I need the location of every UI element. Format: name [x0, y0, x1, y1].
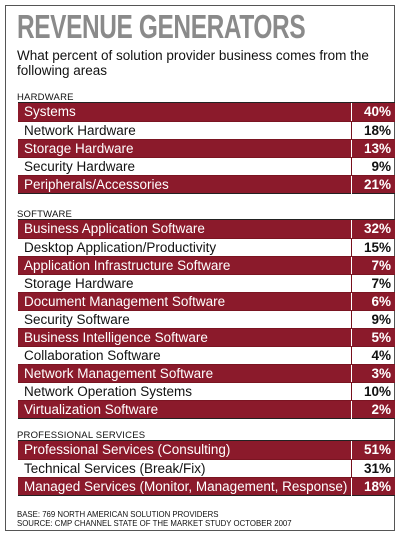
- row-label: Desktop Application/Productivity: [24, 240, 217, 255]
- table-row: Professional Services (Consulting) 51%: [18, 441, 395, 459]
- table-row: Virtualization Software 2%: [18, 400, 395, 419]
- section-label-hardware: HARDWARE: [17, 92, 74, 103]
- row-value: 9%: [351, 311, 395, 329]
- section-label-professional-services: PROFESSIONAL SERVICES: [17, 430, 146, 441]
- row-label: Peripherals/Accessories: [24, 177, 169, 192]
- row-value: 2%: [351, 401, 395, 419]
- table-software: Business Application Software 32% Desktop …: [18, 219, 395, 419]
- table-row: Network Hardware 18%: [18, 121, 395, 140]
- table-row: Systems 40%: [18, 103, 395, 121]
- footnote-source: SOURCE: CMP CHANNEL STATE OF THE MARKET …: [17, 518, 292, 528]
- row-label: Technical Services (Break/Fix): [24, 461, 206, 476]
- row-label: Storage Hardware: [24, 141, 134, 156]
- section-label-software: SOFTWARE: [17, 209, 73, 220]
- table-row: Business Application Software 32%: [18, 220, 395, 238]
- table-row: Network Management Software 3%: [18, 364, 395, 383]
- table-hardware: Systems 40% Network Hardware 18% Storage Har…: [18, 102, 395, 194]
- row-value: 51%: [351, 441, 395, 459]
- row-value: 7%: [351, 275, 395, 293]
- row-label: Network Operation Systems: [24, 384, 193, 399]
- row-label: Systems: [24, 104, 76, 119]
- row-label: Collaboration Software: [24, 348, 161, 363]
- row-value: 13%: [351, 140, 395, 158]
- row-label: Security Software: [24, 312, 130, 327]
- row-value: 18%: [351, 478, 395, 496]
- table-row: Application Infrastructure Software 7%: [18, 256, 395, 275]
- row-label: Document Management Software: [24, 294, 226, 309]
- row-value: 31%: [351, 460, 395, 478]
- table-row: Storage Hardware 13%: [18, 139, 395, 158]
- row-value: 9%: [351, 158, 395, 176]
- chart-frame: REVENUE GENERATORS What percent of solut…: [5, 5, 395, 531]
- row-label: Application Infrastructure Software: [24, 258, 231, 273]
- row-label: Professional Services (Consulting): [24, 442, 231, 457]
- row-value: 6%: [351, 293, 395, 311]
- table-row: Business Intelligence Software 5%: [18, 328, 395, 347]
- chart-title: REVENUE GENERATORS: [17, 8, 306, 45]
- row-label: Security Hardware: [24, 159, 136, 174]
- row-label: Managed Services (Monitor, Management, R…: [24, 479, 348, 494]
- table-row: Desktop Application/Productivity 15%: [18, 238, 395, 257]
- table-row: Security Hardware 9%: [18, 157, 395, 176]
- chart-subtitle: What percent of solution provider busine…: [17, 48, 369, 78]
- footnote: BASE: 769 NORTH AMERICAN SOLUTION PROVID…: [17, 510, 292, 528]
- row-label: Storage Hardware: [24, 276, 134, 291]
- table-row: Network Operation Systems 10%: [18, 382, 395, 401]
- row-label: Network Management Software: [24, 366, 214, 381]
- table-row: Storage Hardware 7%: [18, 274, 395, 293]
- footnote-base: BASE: 769 NORTH AMERICAN SOLUTION PROVID…: [17, 509, 219, 519]
- row-label: Virtualization Software: [24, 402, 159, 417]
- table-row: Managed Services (Monitor, Management, R…: [18, 477, 395, 496]
- row-value: 4%: [351, 347, 395, 365]
- table-row: Peripherals/Accessories 21%: [18, 175, 395, 194]
- row-label: Business Intelligence Software: [24, 330, 208, 345]
- table-row: Technical Services (Break/Fix) 31%: [18, 459, 395, 478]
- row-value: 32%: [351, 220, 395, 238]
- row-value: 15%: [351, 239, 395, 257]
- table-row: Document Management Software 6%: [18, 292, 395, 311]
- row-value: 18%: [351, 122, 395, 140]
- row-value: 5%: [351, 329, 395, 347]
- table-row: Collaboration Software 4%: [18, 346, 395, 365]
- table-professional-services: Professional Services (Consulting) 51% Tec…: [18, 440, 395, 496]
- row-label: Network Hardware: [24, 123, 136, 138]
- row-value: 7%: [351, 257, 395, 275]
- table-row: Security Software 9%: [18, 310, 395, 329]
- row-label: Business Application Software: [24, 221, 205, 236]
- row-value: 3%: [351, 365, 395, 383]
- row-value: 10%: [351, 383, 395, 401]
- row-value: 40%: [351, 103, 395, 121]
- row-value: 21%: [351, 176, 395, 194]
